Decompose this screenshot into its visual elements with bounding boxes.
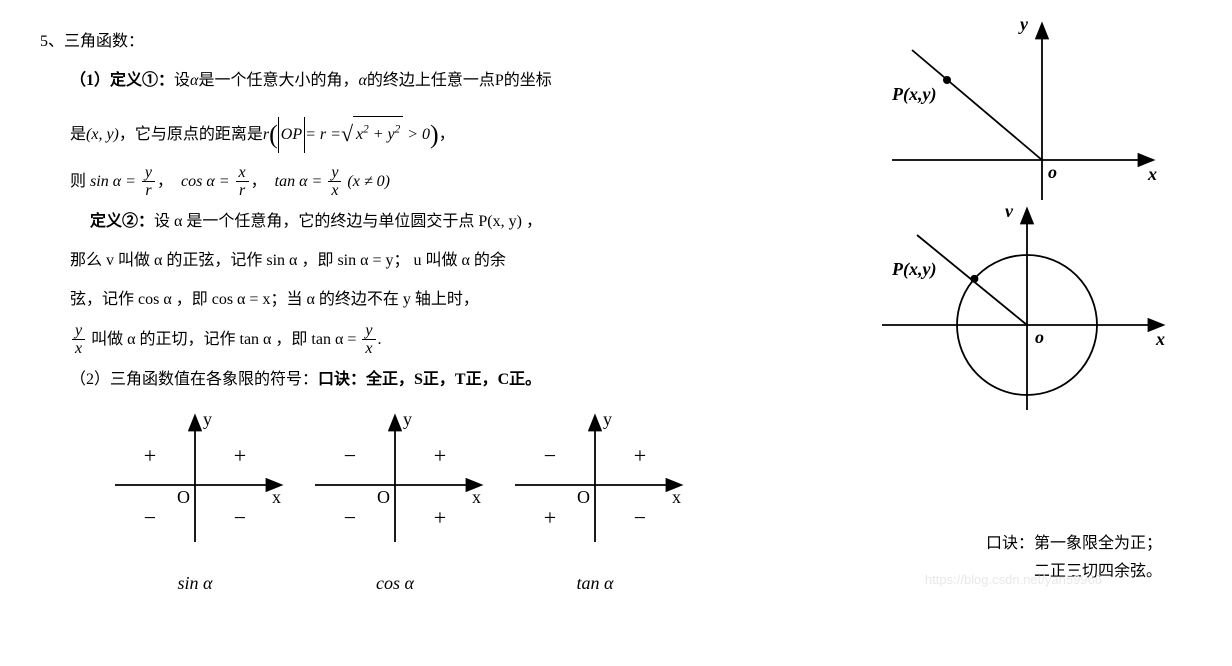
cos-axes-icon: Ox y − + − + [300,407,490,547]
svg-text:−: − [344,505,356,530]
svg-text:P(x,y): P(x,y) [891,259,936,280]
heading: 5、三角函数： [40,24,820,59]
svg-text:v: v [1005,201,1014,221]
svg-text:+: + [544,505,556,530]
part2: （2）三角函数值在各象限的符号：口诀：全正，S正，T正，C正。 [40,362,820,397]
def2-line1: 定义②：设 α 是一个任意角，它的终边与单位圆交于点 P(x, y) ， [40,204,820,239]
diagram2-icon: P(x,y) o x v [852,195,1172,425]
right-diagrams: P(x,y) o x y P(x,y) o x v [852,10,1182,430]
svg-text:O: O [377,487,390,507]
svg-text:x: x [672,487,681,507]
svg-text:−: − [634,505,646,530]
svg-text:o: o [1035,327,1044,347]
svg-text:+: + [144,443,156,468]
sqrt: √x2 + y2 [341,108,403,156]
svg-text:+: + [434,443,446,468]
svg-text:y: y [603,409,612,429]
watermark: https://blog.csdn.net/yan59966 [925,572,1102,587]
svg-text:y: y [1018,14,1029,34]
def1-line1: （1）定义①：设α是一个任意大小的角，α的终边上任意一点P的坐标 [40,63,820,98]
svg-text:O: O [177,487,190,507]
def2-line2: 那么 v 叫做 α 的正弦，记作 sin α ，即 sin α = y； u 叫… [40,243,820,278]
svg-text:O: O [577,487,590,507]
svg-text:−: − [344,443,356,468]
sign-diagrams: Oxy++−− sin α Oxy−+−+ cos α Oxy−++− tan … [100,407,820,577]
svg-text:−: − [144,505,156,530]
svg-text:x: x [272,487,281,507]
svg-text:−: − [544,443,556,468]
svg-text:+: + [634,443,646,468]
def1-line3: 则 sin α = yr， cos α = xr， tan α = yx (x … [40,164,820,200]
svg-text:x: x [1147,164,1157,184]
svg-text:x: x [472,487,481,507]
svg-text:+: + [234,443,246,468]
def2-line3: 弦，记作 cos α ，即 cos α = x；当 α 的终边不在 y 轴上时， [40,282,820,317]
sin-axes-icon: Ox y + + − − [100,407,290,547]
heading-title: 三角函数： [64,33,144,50]
svg-text:P(x,y): P(x,y) [891,84,936,105]
def2-line4: yx 叫做 α 的正切，记作 tan α ，即 tan α = yx. [40,322,820,358]
sign-sin: Oxy++−− sin α [100,407,290,577]
sign-cos: Oxy−+−+ cos α [300,407,490,577]
svg-text:y: y [203,409,212,429]
def1-line2: 是(x, y)，它与原点的距离是r(OP= r =√x2 + y2 > 0)， [40,102,820,159]
svg-text:o: o [1048,162,1057,182]
heading-num: 5、 [40,33,64,50]
svg-text:−: − [234,505,246,530]
def1-label: （1）定义①： [70,72,174,89]
svg-text:y: y [403,409,412,429]
diagram1-icon: P(x,y) o x y [852,10,1172,210]
tan-axes-icon: Ox y − + + − [500,407,690,547]
def2-label: 定义②： [90,213,154,230]
svg-text:+: + [434,505,446,530]
svg-text:x: x [1155,329,1165,349]
sign-tan: Oxy−++− tan α [500,407,690,577]
